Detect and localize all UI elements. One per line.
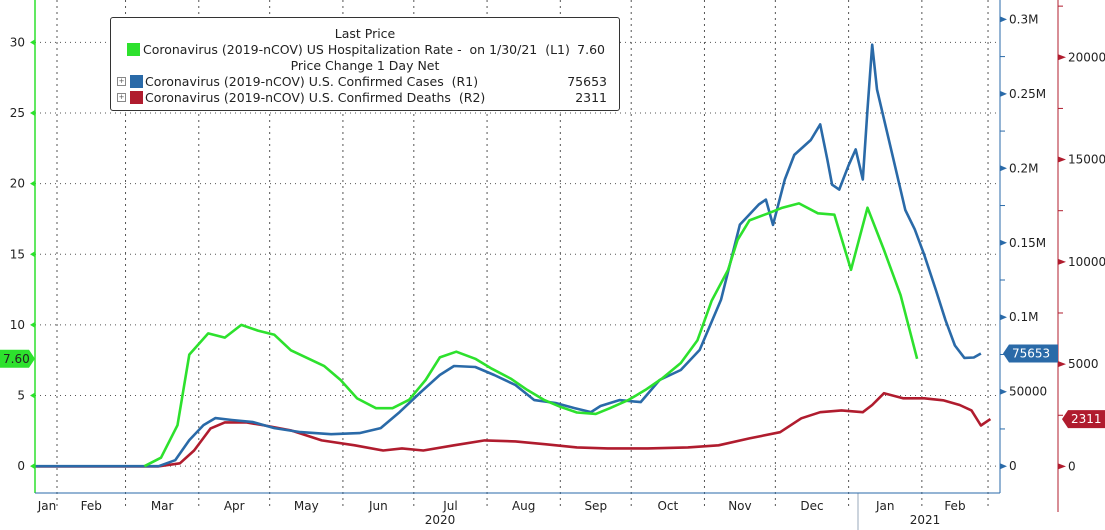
x-tick-label: Oct [657, 499, 678, 513]
x-year-label: 2021 [910, 513, 941, 527]
right2-tick [1058, 361, 1066, 368]
left-last-value-tag-bg [0, 349, 35, 368]
right2-tick-label: 10000 [1068, 255, 1105, 269]
right1-tick-label: 0.1M [1009, 310, 1038, 324]
left-last-value-tag-text: 7.60 [3, 352, 30, 366]
right1-tick-label: 50000 [1009, 385, 1047, 399]
x-tick-label: Feb [81, 499, 102, 513]
right1-last-value-tag-text: 75653 [1012, 347, 1050, 361]
right1-tick-label: 0 [1009, 459, 1017, 473]
right2-last-value-tag: 2311 [1062, 410, 1105, 429]
legend-swatch-green [127, 43, 140, 56]
x-tick-label: Mar [151, 499, 174, 513]
series-line-deaths [33, 391, 992, 468]
right2-tick-label: 0 [1068, 459, 1076, 473]
legend-swatch-blue [130, 75, 143, 88]
left-tick [30, 251, 35, 258]
right1-tick-label: 0.25M [1009, 87, 1046, 101]
x-tick-label: Aug [512, 499, 535, 513]
series-line-hospitalization [143, 202, 919, 468]
x-tick-label: Nov [728, 499, 751, 513]
right1-tick [1000, 16, 1007, 23]
expand-icon[interactable]: + [117, 93, 126, 102]
legend-header-last-price: Last Price [334, 26, 396, 41]
left-tick-label: 5 [17, 389, 25, 403]
legend-value: 7.60 [577, 42, 605, 57]
left-tick [30, 463, 35, 470]
x-tick-label: Jan [37, 499, 57, 513]
right2-last-value-tag-text: 2311 [1071, 412, 1102, 426]
left-tick [30, 392, 35, 399]
right2-tick-label: 5000 [1068, 357, 1099, 371]
right2-tick-label: 20000 [1068, 50, 1105, 64]
x-year-label: 2020 [425, 513, 456, 527]
right2-tick [1058, 258, 1066, 265]
x-tick-label: Feb [944, 499, 965, 513]
right2-tick-label: 15000 [1068, 153, 1105, 167]
x-tick-label: Dec [800, 499, 823, 513]
x-tick-label: Apr [224, 499, 245, 513]
right1-tick [1000, 165, 1007, 172]
left-tick-label: 10 [10, 318, 25, 332]
left-tick-label: 30 [10, 35, 25, 49]
left-tick [30, 321, 35, 328]
legend-entry-hospitalization: Coronavirus (2019-nCOV) US Hospitalizati… [111, 42, 619, 58]
right1-tick-label: 0.2M [1009, 161, 1038, 175]
right2-last-value-tag-bg [1062, 410, 1105, 429]
right1-tick [1000, 90, 1007, 97]
legend-header-price-change: Price Change 1 Day Net [290, 58, 440, 73]
left-tick-label: 25 [10, 106, 25, 120]
legend: Last Price Coronavirus (2019-nCOV) US Ho… [110, 17, 620, 111]
left-tick-label: 0 [17, 459, 25, 473]
x-tick-label: Jul [442, 499, 457, 513]
left-tick [30, 180, 35, 187]
left-tick-label: 20 [10, 177, 25, 191]
x-tick-label: May [294, 499, 319, 513]
legend-value: 2311 [575, 90, 607, 105]
legend-value: 75653 [567, 74, 607, 89]
series-line-cases [33, 43, 982, 468]
left-tick-label: 15 [10, 247, 25, 261]
legend-entry-cases: + Coronavirus (2019-nCOV) U.S. Confirmed… [111, 74, 619, 90]
x-tick-label: Sep [584, 499, 607, 513]
legend-label: Coronavirus (2019-nCOV) U.S. Confirmed C… [145, 74, 479, 89]
right1-tick-label: 0.15M [1009, 236, 1046, 250]
right1-last-value-tag: 75653 [1003, 344, 1058, 363]
legend-label: Coronavirus (2019-nCOV) U.S. Confirmed D… [145, 90, 486, 105]
left-last-value-tag: 7.60 [0, 349, 35, 368]
legend-label: Coronavirus (2019-nCOV) US Hospitalizati… [143, 42, 570, 57]
right2-tick [1058, 156, 1066, 163]
expand-icon[interactable]: + [117, 77, 126, 86]
right1-tick [1000, 388, 1007, 395]
x-tick-label: Jan [875, 499, 895, 513]
left-tick [30, 110, 35, 117]
series-lines [33, 43, 992, 468]
right1-tick-label: 0.3M [1009, 12, 1038, 26]
right1-last-value-tag-bg [1003, 344, 1058, 363]
right2-tick [1058, 54, 1066, 61]
legend-swatch-red [130, 91, 143, 104]
right2-tick [1058, 463, 1066, 470]
right1-tick [1000, 314, 1007, 321]
right1-tick [1000, 463, 1007, 470]
legend-entry-deaths: + Coronavirus (2019-nCOV) U.S. Confirmed… [111, 90, 619, 106]
x-tick-label: Jun [368, 499, 388, 513]
right1-tick [1000, 239, 1007, 246]
left-tick [30, 39, 35, 46]
